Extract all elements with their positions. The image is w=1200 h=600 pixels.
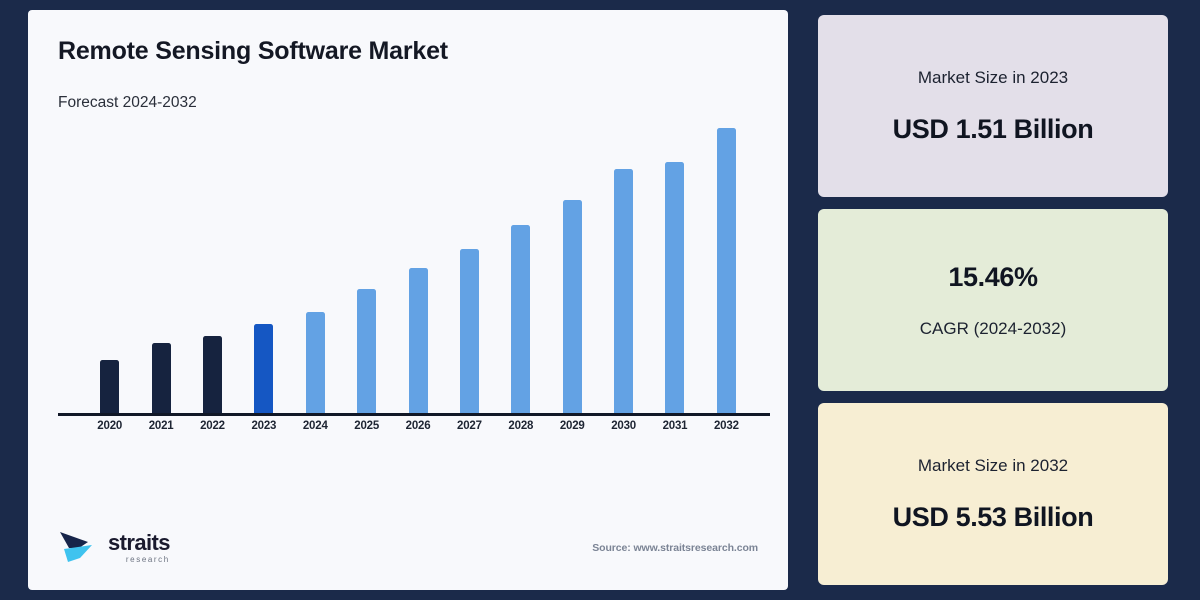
stat-card-cagr: 15.46% CAGR (2024-2032)	[818, 209, 1168, 391]
x-tick-2026: 2026	[405, 419, 431, 432]
bar-2028	[511, 224, 531, 416]
stat-card-label: CAGR (2024-2032)	[919, 318, 1067, 338]
stat-card-label: Market Size in 2023	[917, 67, 1069, 87]
page-title: Remote Sensing Software Market	[58, 37, 448, 65]
source-attribution: Source: www.straitsresearch.com	[592, 542, 758, 554]
straits-research-logo: straits research	[58, 528, 170, 568]
bar-column-2021	[135, 126, 186, 416]
logo-wordmark: straits	[108, 530, 170, 555]
chart-plot-area	[76, 126, 760, 416]
x-tick-2031: 2031	[662, 419, 688, 432]
stat-card-market-size-2023: Market Size in 2023 USD 1.51 Billion	[818, 15, 1168, 197]
bar-column-2022	[187, 126, 238, 416]
x-axis-tick-labels: 2020 2021 2022 2023 2024 2025 2026 2027 2028 2029…	[76, 420, 760, 442]
bar-column-2026	[392, 126, 443, 416]
stat-card-market-size-2032: Market Size in 2032 USD 5.53 Billion	[818, 403, 1168, 585]
bar-2026	[408, 267, 428, 416]
logo-text: straits research	[108, 532, 170, 564]
stat-card-label: Market Size in 2032	[917, 455, 1069, 475]
x-tick-2030: 2030	[611, 419, 636, 432]
x-tick-2020: 2020	[97, 419, 123, 432]
logo-tagline: research	[125, 555, 170, 564]
x-tick-2025: 2025	[354, 419, 380, 432]
stat-card-value: USD 1.51 Billion	[892, 113, 1094, 144]
bar-column-2020	[84, 126, 135, 416]
x-tick-2022: 2022	[200, 419, 225, 432]
bar-column-2027	[444, 126, 495, 416]
stat-cards: Market Size in 2023 USD 1.51 Billion 15.46…	[818, 10, 1180, 590]
bar-2024	[305, 311, 325, 416]
bar-column-2031	[649, 126, 700, 416]
straits-bird-icon	[60, 532, 92, 562]
bar-column-2030	[598, 126, 649, 416]
bar-2030	[614, 168, 634, 416]
bar-2022	[202, 335, 222, 416]
bar-column-2024	[290, 126, 341, 416]
bar-2027	[459, 248, 479, 416]
bar-column-2025	[341, 126, 392, 416]
bar-2031	[665, 161, 685, 416]
x-axis-line	[58, 413, 770, 416]
bar-2023	[254, 323, 274, 416]
stat-card-value: USD 5.53 Billion	[892, 501, 1094, 532]
panel-footer: straits research Source: www.straitsrese…	[58, 528, 758, 568]
bar-2020	[100, 359, 120, 416]
bar-column-2023	[238, 126, 289, 416]
x-tick-2029: 2029	[559, 419, 585, 432]
x-tick-2023: 2023	[251, 419, 277, 432]
bar-2021	[151, 342, 171, 416]
x-tick-2024: 2024	[302, 419, 328, 432]
x-tick-2032: 2032	[713, 419, 739, 432]
x-tick-2027: 2027	[457, 419, 482, 432]
bar-2032	[716, 127, 736, 416]
chart-panel: Remote Sensing Software Market Forecast …	[28, 10, 788, 590]
bar-column-2032	[701, 126, 752, 416]
chart-subtitle: Forecast 2024-2032	[58, 93, 197, 111]
bar-2025	[357, 288, 377, 416]
bar-2029	[562, 199, 582, 416]
bar-chart: 2020 2021 2022 2023 2024 2025 2026 2027 2028 2029…	[58, 126, 770, 444]
bar-column-2029	[547, 126, 598, 416]
x-tick-2021: 2021	[148, 419, 174, 432]
bar-column-2028	[495, 126, 546, 416]
x-tick-2028: 2028	[508, 419, 534, 432]
stat-card-value: 15.46%	[948, 261, 1038, 292]
